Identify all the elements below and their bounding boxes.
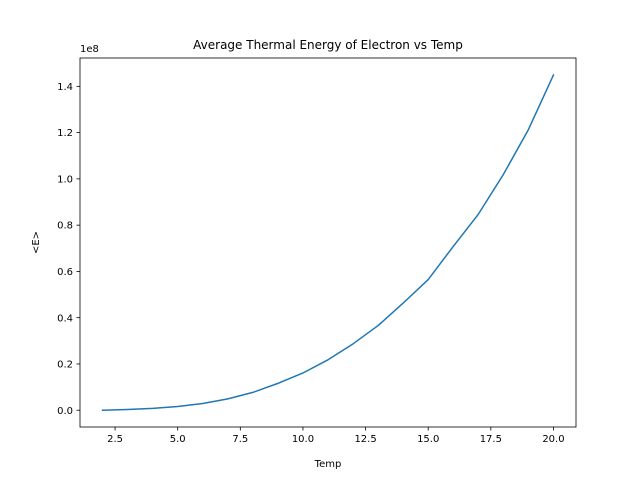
y-tick-label: 1.2 — [57, 128, 73, 139]
series-line-0 — [101, 74, 555, 412]
plot-area — [80, 58, 576, 427]
x-tick-label: 7.5 — [232, 434, 248, 445]
x-axis-label: Temp — [314, 459, 342, 470]
x-tick-label: 15.0 — [417, 434, 439, 445]
y-tick-label: 0.2 — [57, 360, 73, 371]
x-tick-label: 2.5 — [107, 434, 123, 445]
y-tick-label: 1.4 — [57, 82, 73, 93]
plot-frame — [79, 57, 577, 428]
y-tick-label: 0.8 — [57, 221, 73, 232]
x-tick-label: 12.5 — [354, 434, 376, 445]
y-axis-label: <E> — [31, 231, 42, 254]
y-tick-label: 0.4 — [57, 313, 73, 324]
y-axis-offset-label: 1e8 — [80, 44, 99, 55]
x-axis-ticks: 2.5 5.0 7.5 10.0 12.5 15.0 17.5 20.0 — [107, 427, 565, 445]
x-tick-label: 17.5 — [480, 434, 502, 445]
chart-title: Average Thermal Energy of Electron vs Te… — [193, 38, 463, 52]
y-tick-label: 1.0 — [57, 174, 73, 185]
x-tick-label: 20.0 — [542, 434, 564, 445]
y-tick-label: 0.0 — [57, 406, 73, 417]
y-axis-ticks: 0.0 0.2 0.4 0.6 0.8 1.0 1.2 1.4 — [57, 82, 80, 417]
x-tick-label: 10.0 — [292, 434, 314, 445]
x-tick-label: 5.0 — [170, 434, 186, 445]
series-layer — [101, 74, 555, 412]
y-tick-label: 0.6 — [57, 267, 73, 278]
